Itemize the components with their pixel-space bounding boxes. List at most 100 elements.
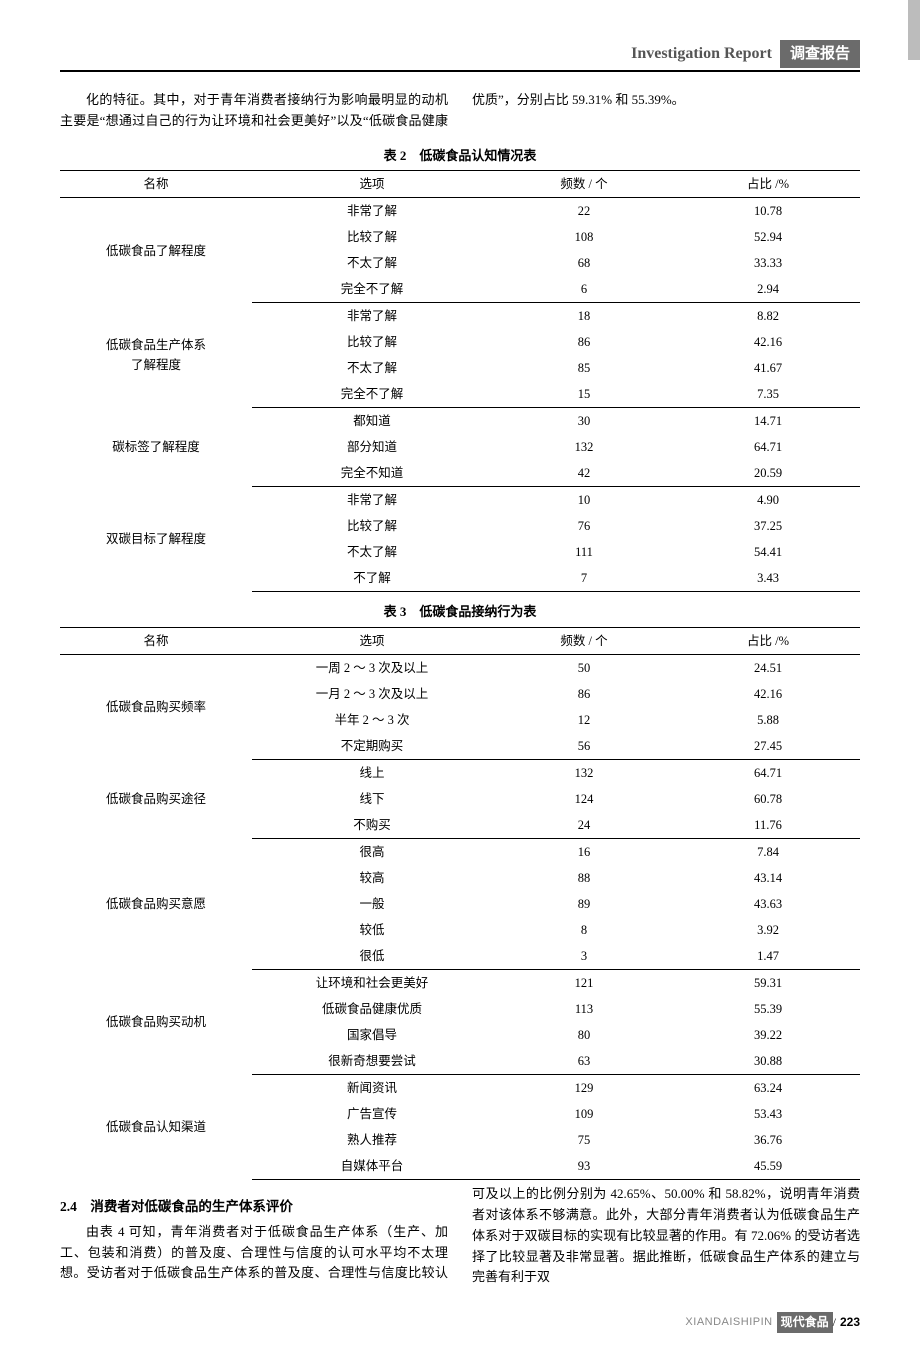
table-3-option: 自媒体平台 (252, 1153, 492, 1180)
table-3-percent: 53.43 (676, 1101, 860, 1127)
table-3-frequency: 93 (492, 1153, 676, 1180)
table-3-percent: 43.14 (676, 865, 860, 891)
table-2-header-row: 名称 选项 频数 / 个 占比 /% (60, 171, 860, 198)
table-3-group-name: 低碳食品购买意愿 (60, 839, 252, 970)
table-3-percent: 3.92 (676, 917, 860, 943)
table-3-option: 很高 (252, 839, 492, 866)
table-2-group-name: 双碳目标了解程度 (60, 487, 252, 592)
table-2-frequency: 111 (492, 539, 676, 565)
table-2-frequency: 6 (492, 276, 676, 303)
table-row: 低碳食品了解程度非常了解2210.78 (60, 198, 860, 225)
table-3-percent: 45.59 (676, 1153, 860, 1180)
table-2-frequency: 30 (492, 408, 676, 435)
table-3-col-freq: 频数 / 个 (492, 628, 676, 655)
table-3-frequency: 63 (492, 1048, 676, 1075)
table-2-percent: 4.90 (676, 487, 860, 514)
table-2-percent: 20.59 (676, 460, 860, 487)
table-3-option: 半年 2 ～ 3 次 (252, 707, 492, 733)
table-2-col-name: 名称 (60, 171, 252, 198)
table-2-option: 不太了解 (252, 355, 492, 381)
table-2-option: 完全不了解 (252, 276, 492, 303)
footer-pinyin: XIANDAISHIPIN (685, 1314, 772, 1332)
table-2-frequency: 18 (492, 303, 676, 330)
table-2-col-option: 选项 (252, 171, 492, 198)
table-3-frequency: 124 (492, 786, 676, 812)
table-row: 低碳食品购买频率一周 2 ～ 3 次及以上5024.51 (60, 655, 860, 682)
table-3-percent: 11.76 (676, 812, 860, 839)
table-2-col-pct: 占比 /% (676, 171, 860, 198)
table-row: 低碳食品认知渠道新闻资讯12963.24 (60, 1075, 860, 1102)
table-2-percent: 42.16 (676, 329, 860, 355)
table-3-frequency: 16 (492, 839, 676, 866)
table-3-option: 低碳食品健康优质 (252, 996, 492, 1022)
table-row: 低碳食品购买途径线上13264.71 (60, 760, 860, 787)
section-heading: 2.4 消费者对低碳食品的生产体系评价 (60, 1196, 448, 1218)
table-3-percent: 59.31 (676, 970, 860, 997)
table-3-frequency: 56 (492, 733, 676, 760)
table-2-frequency: 22 (492, 198, 676, 225)
table-3-option: 熟人推荐 (252, 1127, 492, 1153)
table-3-caption: 表 3 低碳食品接纳行为表 (60, 596, 860, 627)
table-3-option: 较高 (252, 865, 492, 891)
header-title-en: Investigation Report (631, 41, 772, 67)
table-row: 低碳食品生产体系 了解程度非常了解188.82 (60, 303, 860, 330)
header-title-zh: 调查报告 (780, 40, 860, 68)
table-3-col-name: 名称 (60, 628, 252, 655)
table-3-percent: 60.78 (676, 786, 860, 812)
table-3-percent: 5.88 (676, 707, 860, 733)
side-tab-marker (908, 0, 920, 60)
top-paragraph: 化的特征。其中，对于青年消费者接纳行为影响最明显的动机主要是“想通过自己的行为让… (60, 90, 860, 132)
table-2-option: 不太了解 (252, 250, 492, 276)
footer-slash: / (833, 1313, 836, 1332)
table-3-percent: 42.16 (676, 681, 860, 707)
table-3-percent: 63.24 (676, 1075, 860, 1102)
table-2-percent: 10.78 (676, 198, 860, 225)
table-2-percent: 41.67 (676, 355, 860, 381)
table-2-percent: 7.35 (676, 381, 860, 408)
table-3-percent: 39.22 (676, 1022, 860, 1048)
table-2-percent: 3.43 (676, 565, 860, 592)
table-2-frequency: 15 (492, 381, 676, 408)
table-3-percent: 1.47 (676, 943, 860, 970)
table-3: 表 3 低碳食品接纳行为表 名称 选项 频数 / 个 占比 /% 低碳食品购买频… (60, 596, 860, 1180)
table-3-col-pct: 占比 /% (676, 628, 860, 655)
table-2-caption: 表 2 低碳食品认知情况表 (60, 140, 860, 171)
table-3-option: 线上 (252, 760, 492, 787)
table-row: 低碳食品购买动机让环境和社会更美好12159.31 (60, 970, 860, 997)
table-3-percent: 7.84 (676, 839, 860, 866)
table-3-percent: 24.51 (676, 655, 860, 682)
table-2-option: 都知道 (252, 408, 492, 435)
table-3-frequency: 8 (492, 917, 676, 943)
top-paragraph-block: 化的特征。其中，对于青年消费者接纳行为影响最明显的动机主要是“想通过自己的行为让… (60, 90, 860, 132)
table-2-option: 比较了解 (252, 224, 492, 250)
table-3-group-name: 低碳食品购买频率 (60, 655, 252, 760)
table-3-option: 让环境和社会更美好 (252, 970, 492, 997)
table-2-frequency: 85 (492, 355, 676, 381)
table-3-frequency: 113 (492, 996, 676, 1022)
table-3-frequency: 89 (492, 891, 676, 917)
table-2-percent: 52.94 (676, 224, 860, 250)
table-2-frequency: 132 (492, 434, 676, 460)
table-row: 碳标签了解程度都知道3014.71 (60, 408, 860, 435)
table-3-percent: 30.88 (676, 1048, 860, 1075)
table-row: 低碳食品购买意愿很高167.84 (60, 839, 860, 866)
table-2-option: 不太了解 (252, 539, 492, 565)
table-2-percent: 54.41 (676, 539, 860, 565)
table-2-option: 完全不了解 (252, 381, 492, 408)
table-3-option: 很低 (252, 943, 492, 970)
table-2-option: 比较了解 (252, 513, 492, 539)
table-2-frequency: 10 (492, 487, 676, 514)
table-3-option: 不定期购买 (252, 733, 492, 760)
table-2-frequency: 76 (492, 513, 676, 539)
table-3-frequency: 88 (492, 865, 676, 891)
table-2-frequency: 86 (492, 329, 676, 355)
table-2-option: 非常了解 (252, 487, 492, 514)
table-2-frequency: 7 (492, 565, 676, 592)
table-2-option: 非常了解 (252, 198, 492, 225)
footer-page-number: 223 (840, 1313, 860, 1332)
table-2-percent: 64.71 (676, 434, 860, 460)
table-2-option: 部分知道 (252, 434, 492, 460)
table-3-percent: 36.76 (676, 1127, 860, 1153)
table-2-group-name: 低碳食品了解程度 (60, 198, 252, 303)
table-2-frequency: 42 (492, 460, 676, 487)
